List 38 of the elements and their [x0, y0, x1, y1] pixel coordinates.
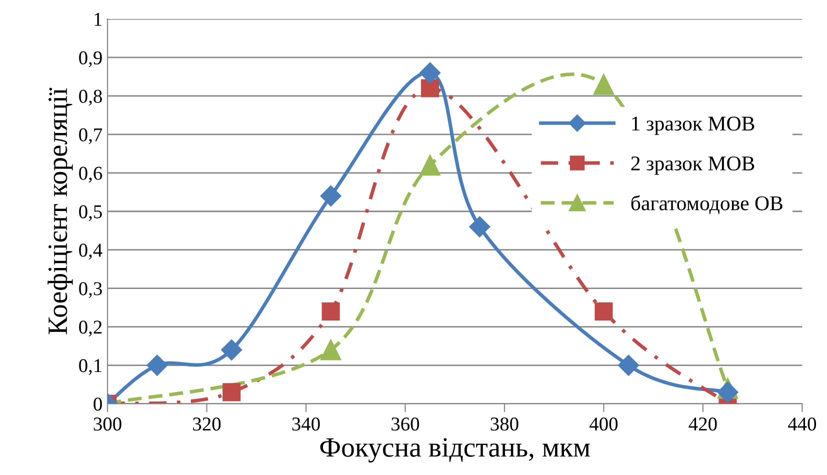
point: [469, 216, 490, 238]
point: [221, 339, 242, 360]
y-tick-label: 0,6: [79, 166, 102, 183]
legend-label: багатомодове ОВ: [631, 195, 782, 214]
x-tick-label: 320: [193, 418, 221, 431]
y-tick-label: 0,1: [79, 359, 102, 376]
x-tick-label: 420: [688, 418, 717, 431]
point: [593, 74, 614, 95]
legend-label: 1 зразок МОВ: [632, 116, 754, 135]
point: [420, 154, 440, 176]
x-tick-label: 340: [292, 418, 320, 431]
x-tick-label: 440: [788, 418, 816, 431]
y-axis-title: Коефіцієнт кореляції: [48, 88, 73, 334]
legend-label: 2 зразок МОВ: [631, 156, 754, 175]
y-tick-label: 0,5: [79, 205, 102, 222]
point: [594, 302, 613, 320]
y-tick-label: 1: [94, 12, 102, 26]
x-tick-label: 400: [590, 418, 618, 431]
point: [222, 383, 241, 402]
x-tick-label: 300: [94, 418, 122, 431]
point: [320, 339, 342, 360]
y-tick-label: 0,3: [79, 282, 102, 298]
y-tick-label: 0,7: [79, 128, 102, 144]
x-tick-label: 360: [392, 418, 420, 431]
point: [146, 354, 168, 376]
y-tick-label: 0,8: [79, 90, 102, 106]
y-tick-label: 0,9: [79, 51, 102, 68]
point: [322, 302, 340, 320]
y-tick-label: 0,4: [79, 244, 102, 260]
x-tick-label: 380: [490, 418, 518, 431]
point: [320, 185, 342, 206]
y-tick-label: 0: [94, 398, 102, 411]
y-tick-label: 0,2: [79, 320, 102, 337]
point: [717, 382, 738, 403]
point: [618, 354, 640, 376]
point: [420, 62, 441, 84]
x-axis-title: Фокусна відстань, мкм: [320, 438, 590, 463]
point: [421, 79, 440, 98]
